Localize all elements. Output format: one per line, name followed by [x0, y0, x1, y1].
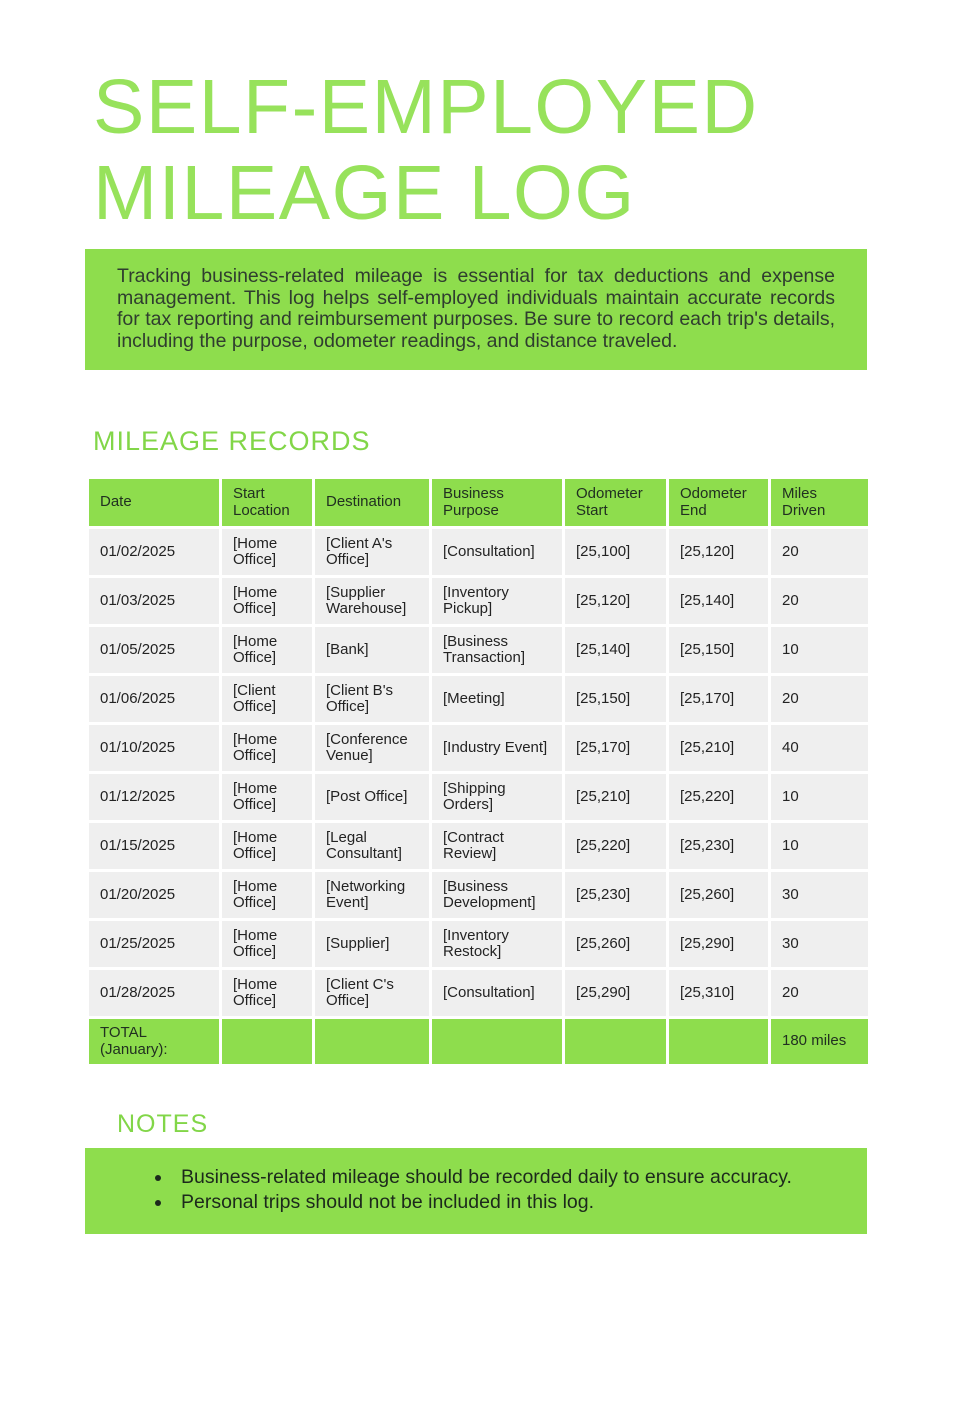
table-cell: 01/25/2025 [89, 921, 219, 967]
table-cell: 01/05/2025 [89, 627, 219, 673]
table-cell: [25,120] [669, 529, 768, 575]
table-cell: [25,140] [669, 578, 768, 624]
column-header-destination: Destination [315, 479, 429, 526]
table-cell: 01/06/2025 [89, 676, 219, 722]
total-empty-cell [315, 1019, 429, 1064]
table-cell: [25,140] [565, 627, 666, 673]
table-cell: [25,230] [565, 872, 666, 918]
table-cell: [Conference Venue] [315, 725, 429, 771]
table-cell: 10 [771, 774, 868, 820]
table-cell: [Business Transaction] [432, 627, 562, 673]
page-title-line2: MILEAGE LOG [93, 150, 636, 236]
table-cell: 01/12/2025 [89, 774, 219, 820]
column-header-date: Date [89, 479, 219, 526]
table-cell: [25,170] [565, 725, 666, 771]
note-item: Personal trips should not be included in… [173, 1190, 837, 1215]
total-label: TOTAL (January): [89, 1019, 219, 1064]
table-cell: [25,310] [669, 970, 768, 1016]
table-cell: [25,210] [565, 774, 666, 820]
table-cell: 10 [771, 823, 868, 869]
table-cell: [25,260] [565, 921, 666, 967]
table-cell: [Post Office] [315, 774, 429, 820]
table-cell: 40 [771, 725, 868, 771]
total-empty-cell [669, 1019, 768, 1064]
table-cell: [25,210] [669, 725, 768, 771]
table-cell: [Home Office] [222, 529, 312, 575]
table-cell: [Home Office] [222, 823, 312, 869]
table-cell: [25,220] [669, 774, 768, 820]
table-cell: [Home Office] [222, 921, 312, 967]
table-cell: [Contract Review] [432, 823, 562, 869]
table-cell: [25,100] [565, 529, 666, 575]
table-cell: 01/02/2025 [89, 529, 219, 575]
table-cell: [Home Office] [222, 627, 312, 673]
table-cell: [25,170] [669, 676, 768, 722]
table-cell: [Client A's Office] [315, 529, 429, 575]
table-cell: [Home Office] [222, 774, 312, 820]
table-cell: 20 [771, 970, 868, 1016]
column-header-start-location: Start Location [222, 479, 312, 526]
column-header-miles-driven: Miles Driven [771, 479, 868, 526]
table-cell: 20 [771, 529, 868, 575]
notes-box: Business-related mileage should be recor… [85, 1148, 867, 1234]
table-cell: [Home Office] [222, 725, 312, 771]
table-cell: 01/28/2025 [89, 970, 219, 1016]
table-cell: [Shipping Orders] [432, 774, 562, 820]
table-cell: 30 [771, 921, 868, 967]
table-cell: [Inventory Pickup] [432, 578, 562, 624]
total-empty-cell [432, 1019, 562, 1064]
table-cell: [25,230] [669, 823, 768, 869]
table-cell: [Consultation] [432, 970, 562, 1016]
table-cell: 20 [771, 676, 868, 722]
table-cell: 10 [771, 627, 868, 673]
table-cell: [Business Development] [432, 872, 562, 918]
total-value: 180 miles [771, 1019, 868, 1064]
table-cell: 20 [771, 578, 868, 624]
page-title-line1: SELF-EMPLOYED [93, 64, 759, 150]
table-cell: [Supplier Warehouse] [315, 578, 429, 624]
table-cell: [Meeting] [432, 676, 562, 722]
table-cell: [Networking Event] [315, 872, 429, 918]
total-empty-cell [565, 1019, 666, 1064]
table-cell: 01/03/2025 [89, 578, 219, 624]
column-header-odometer-end: Odometer End [669, 479, 768, 526]
column-header-business-purpose: Business Purpose [432, 479, 562, 526]
note-item: Business-related mileage should be recor… [173, 1165, 837, 1190]
table-cell: 01/15/2025 [89, 823, 219, 869]
table-cell: [Client Office] [222, 676, 312, 722]
total-empty-cell [222, 1019, 312, 1064]
table-cell: 01/10/2025 [89, 725, 219, 771]
table-cell: [25,290] [565, 970, 666, 1016]
table-cell: [Legal Consultant] [315, 823, 429, 869]
table-cell: 01/20/2025 [89, 872, 219, 918]
notes-list: Business-related mileage should be recor… [173, 1165, 837, 1215]
table-cell: [25,120] [565, 578, 666, 624]
table-cell: [Client C's Office] [315, 970, 429, 1016]
table-cell: [25,150] [565, 676, 666, 722]
table-cell: [25,220] [565, 823, 666, 869]
intro-text: Tracking business-related mileage is ess… [117, 265, 835, 352]
table-cell: [Inventory Restock] [432, 921, 562, 967]
table-cell: [25,150] [669, 627, 768, 673]
table-cell: [Client B's Office] [315, 676, 429, 722]
table-cell: [Home Office] [222, 872, 312, 918]
notes-heading: NOTES [117, 1110, 209, 1138]
table-cell: [Supplier] [315, 921, 429, 967]
table-cell: [25,260] [669, 872, 768, 918]
table-cell: [Bank] [315, 627, 429, 673]
column-header-odometer-start: Odometer Start [565, 479, 666, 526]
table-cell: [Industry Event] [432, 725, 562, 771]
table-cell: [Home Office] [222, 578, 312, 624]
table-cell: [Consultation] [432, 529, 562, 575]
mileage-table: Date Start Location Destination Business… [89, 479, 868, 1064]
table-cell: 30 [771, 872, 868, 918]
page-title: SELF-EMPLOYED MILEAGE LOG [93, 64, 960, 236]
records-heading: MILEAGE RECORDS [93, 426, 371, 456]
table-cell: [Home Office] [222, 970, 312, 1016]
table-cell: [25,290] [669, 921, 768, 967]
intro-box: Tracking business-related mileage is ess… [85, 249, 867, 370]
